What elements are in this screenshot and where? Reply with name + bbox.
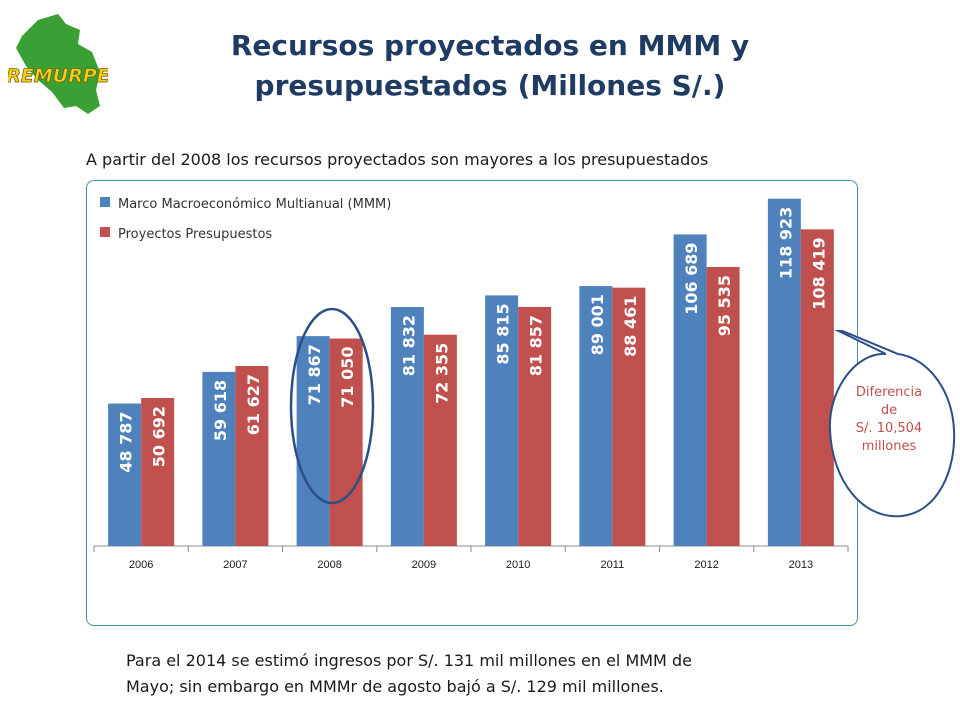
x-tick-label: 2011 (601, 559, 625, 571)
x-tick-label: 2010 (506, 559, 530, 571)
legend-label: Marco Macroeconómico Multianual (MMM) (118, 197, 391, 212)
logo-text: REMURPE (8, 65, 108, 87)
callout-text: Diferencia de S/. 10,504 millones (830, 384, 948, 456)
callout-line-1: Diferencia (855, 385, 923, 400)
data-label: 89 001 (588, 294, 607, 355)
data-label: 81 832 (399, 315, 418, 376)
highlight-ring-2008 (289, 307, 375, 505)
x-tick-label: 2006 (129, 559, 153, 571)
data-label: 118 923 (776, 207, 795, 279)
x-tick-label: 2007 (223, 559, 247, 571)
data-label: 95 535 (715, 275, 734, 336)
callout-line-3: S/. 10,504 (855, 421, 923, 436)
bar-presupuesto-2013 (800, 229, 834, 546)
bar-mmm-2008 (296, 336, 330, 546)
data-label: 106 689 (682, 242, 701, 314)
legend-swatch (100, 197, 110, 207)
x-tick-label: 2008 (317, 559, 341, 571)
legend-label: Proyectos Presupuestos (118, 227, 272, 242)
bar-mmm-2009 (390, 307, 424, 546)
bar-presupuesto-2006 (141, 397, 175, 546)
highlight-ellipse (289, 307, 375, 505)
footnote-line-2: Mayo; sin embargo en MMMr de agosto bajó… (126, 677, 664, 696)
bar-mmm-2006 (108, 403, 142, 546)
bar-mmm-2011 (579, 286, 613, 546)
callout-bubble (828, 330, 956, 518)
data-label: 59 618 (211, 380, 230, 441)
data-label: 71 867 (305, 344, 324, 405)
bar-presupuesto-2007 (235, 366, 269, 546)
x-tick-label: 2013 (789, 559, 813, 571)
peru-map-shape (16, 14, 100, 114)
bar-mmm-2010 (485, 295, 519, 546)
bar-presupuesto-2011 (612, 287, 646, 546)
bar-chart: 48 787 50 692 2006 59 618 61 627 2007 71 867 71… (93, 197, 849, 571)
x-tick-label: 2012 (694, 559, 718, 571)
data-label: 85 815 (494, 303, 513, 364)
footnote: Para el 2014 se estimó ingresos por S/. … (126, 648, 846, 700)
title-line-2: presupuestados (Millones S/.) (254, 69, 726, 102)
data-label: 108 419 (809, 237, 828, 309)
title-line-1: Recursos proyectados en MMM y (230, 29, 750, 62)
remurpe-logo: REMURPE (8, 14, 108, 114)
difference-callout (828, 330, 956, 518)
bar-presupuesto-2012 (706, 267, 740, 546)
legend-swatch (100, 227, 110, 237)
x-tick-label: 2009 (412, 559, 436, 571)
data-label: 88 461 (621, 296, 640, 357)
data-label: 81 857 (527, 315, 546, 376)
subtitle: A partir del 2008 los recursos proyectad… (86, 150, 709, 169)
bar-mmm-2007 (202, 371, 236, 546)
bar-mmm-2012 (673, 234, 707, 546)
data-label: 72 355 (432, 343, 451, 404)
data-label: 50 692 (150, 406, 169, 467)
data-label: 71 050 (338, 347, 357, 408)
callout-line-2: de (880, 403, 898, 418)
callout-line-4: millones (861, 439, 917, 454)
bar-presupuesto-2008 (329, 338, 363, 546)
page-title: Recursos proyectados en MMM y presupuest… (160, 26, 820, 106)
bar-presupuesto-2009 (423, 334, 457, 546)
bar-mmm-2013 (767, 198, 801, 546)
data-label: 61 627 (244, 374, 263, 435)
data-label: 48 787 (117, 412, 136, 473)
bar-presupuesto-2010 (518, 306, 552, 546)
footnote-line-1: Para el 2014 se estimó ingresos por S/. … (126, 651, 692, 670)
